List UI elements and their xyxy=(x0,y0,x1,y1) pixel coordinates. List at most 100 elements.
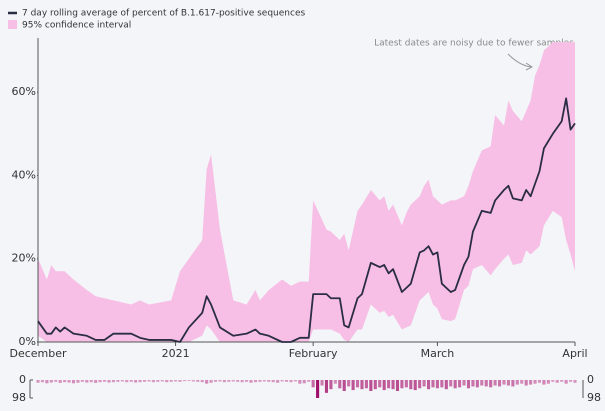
bar xyxy=(187,380,191,381)
bar xyxy=(364,380,368,389)
bar xyxy=(413,380,417,391)
bar xyxy=(373,380,377,390)
y-tick-label: 60% xyxy=(12,85,36,98)
x-tick-label: 2021 xyxy=(162,347,190,360)
bar xyxy=(355,380,360,388)
bar xyxy=(311,380,315,388)
bar xyxy=(80,380,84,382)
bar xyxy=(160,380,164,382)
bar xyxy=(449,380,453,387)
bar xyxy=(551,380,555,382)
bar xyxy=(431,380,435,388)
bar xyxy=(107,380,111,383)
bar xyxy=(351,380,355,391)
legend-band-swatch xyxy=(8,20,17,29)
bar xyxy=(382,380,386,391)
x-tick-label: February xyxy=(289,347,338,360)
bar xyxy=(58,380,62,383)
bar xyxy=(231,380,235,382)
bar xyxy=(227,380,231,382)
bar xyxy=(213,380,218,382)
bar xyxy=(480,380,484,386)
bar-tick-label-left: 0 xyxy=(19,373,26,386)
bar xyxy=(435,380,439,389)
bar xyxy=(182,380,187,382)
bar xyxy=(298,380,302,384)
bar xyxy=(369,380,373,392)
bar xyxy=(302,380,306,384)
x-tick-label: March xyxy=(421,347,455,360)
bar xyxy=(71,380,76,384)
bar xyxy=(36,380,40,383)
bar xyxy=(63,380,67,383)
bar xyxy=(111,380,115,383)
bar xyxy=(262,380,266,382)
bar xyxy=(347,380,351,387)
bar xyxy=(391,380,395,390)
bar xyxy=(529,380,533,385)
bar xyxy=(320,380,324,386)
bar xyxy=(564,380,568,384)
legend-label: 95% confidence interval xyxy=(22,21,131,31)
bar xyxy=(151,380,155,383)
line xyxy=(37,97,576,343)
bar xyxy=(289,380,293,383)
bar xyxy=(40,380,44,383)
bar xyxy=(573,380,577,383)
bar xyxy=(426,380,431,390)
bar xyxy=(515,380,519,385)
bar xyxy=(329,380,333,390)
bar xyxy=(236,380,240,382)
bar xyxy=(475,380,479,388)
bar xyxy=(116,380,120,382)
y-tick-label: 0% xyxy=(19,335,36,348)
bar xyxy=(307,380,311,382)
bar xyxy=(511,380,515,387)
bar xyxy=(85,380,89,383)
bar xyxy=(546,380,550,384)
bar xyxy=(458,380,462,388)
bar xyxy=(267,380,271,382)
annotation: Latest dates are noisy due to fewer samp… xyxy=(374,39,574,49)
bar xyxy=(493,380,497,386)
bar xyxy=(333,380,337,384)
bar xyxy=(338,380,342,389)
bar xyxy=(205,380,209,384)
bar xyxy=(471,380,475,387)
bar xyxy=(466,380,471,389)
bar xyxy=(462,380,466,386)
bar xyxy=(324,380,329,393)
bar xyxy=(533,380,537,384)
bar xyxy=(178,380,182,382)
legend: 7 day rolling average of percent of B.1.… xyxy=(8,9,305,31)
bar xyxy=(555,380,559,383)
bar xyxy=(506,380,510,386)
bar xyxy=(387,380,391,389)
bar xyxy=(404,380,408,388)
bar xyxy=(418,380,422,389)
bar xyxy=(453,380,457,389)
bar xyxy=(537,380,542,383)
bar xyxy=(138,380,142,383)
bar xyxy=(134,380,138,383)
bar xyxy=(440,380,444,388)
bar xyxy=(54,380,58,382)
bar xyxy=(276,380,280,383)
y-tick-label: 40% xyxy=(12,168,36,181)
bar xyxy=(218,380,222,382)
bar xyxy=(89,380,93,383)
bar xyxy=(191,380,195,382)
confidence-band xyxy=(38,42,575,343)
bar xyxy=(409,380,413,390)
bar xyxy=(498,380,502,387)
bar xyxy=(253,380,258,383)
bar xyxy=(284,380,289,382)
bar xyxy=(520,380,524,384)
bar xyxy=(200,380,204,383)
bar xyxy=(49,380,53,383)
bar xyxy=(342,380,346,392)
bar xyxy=(258,380,262,382)
bar xyxy=(245,380,249,382)
x-tick-label: December xyxy=(9,347,67,360)
